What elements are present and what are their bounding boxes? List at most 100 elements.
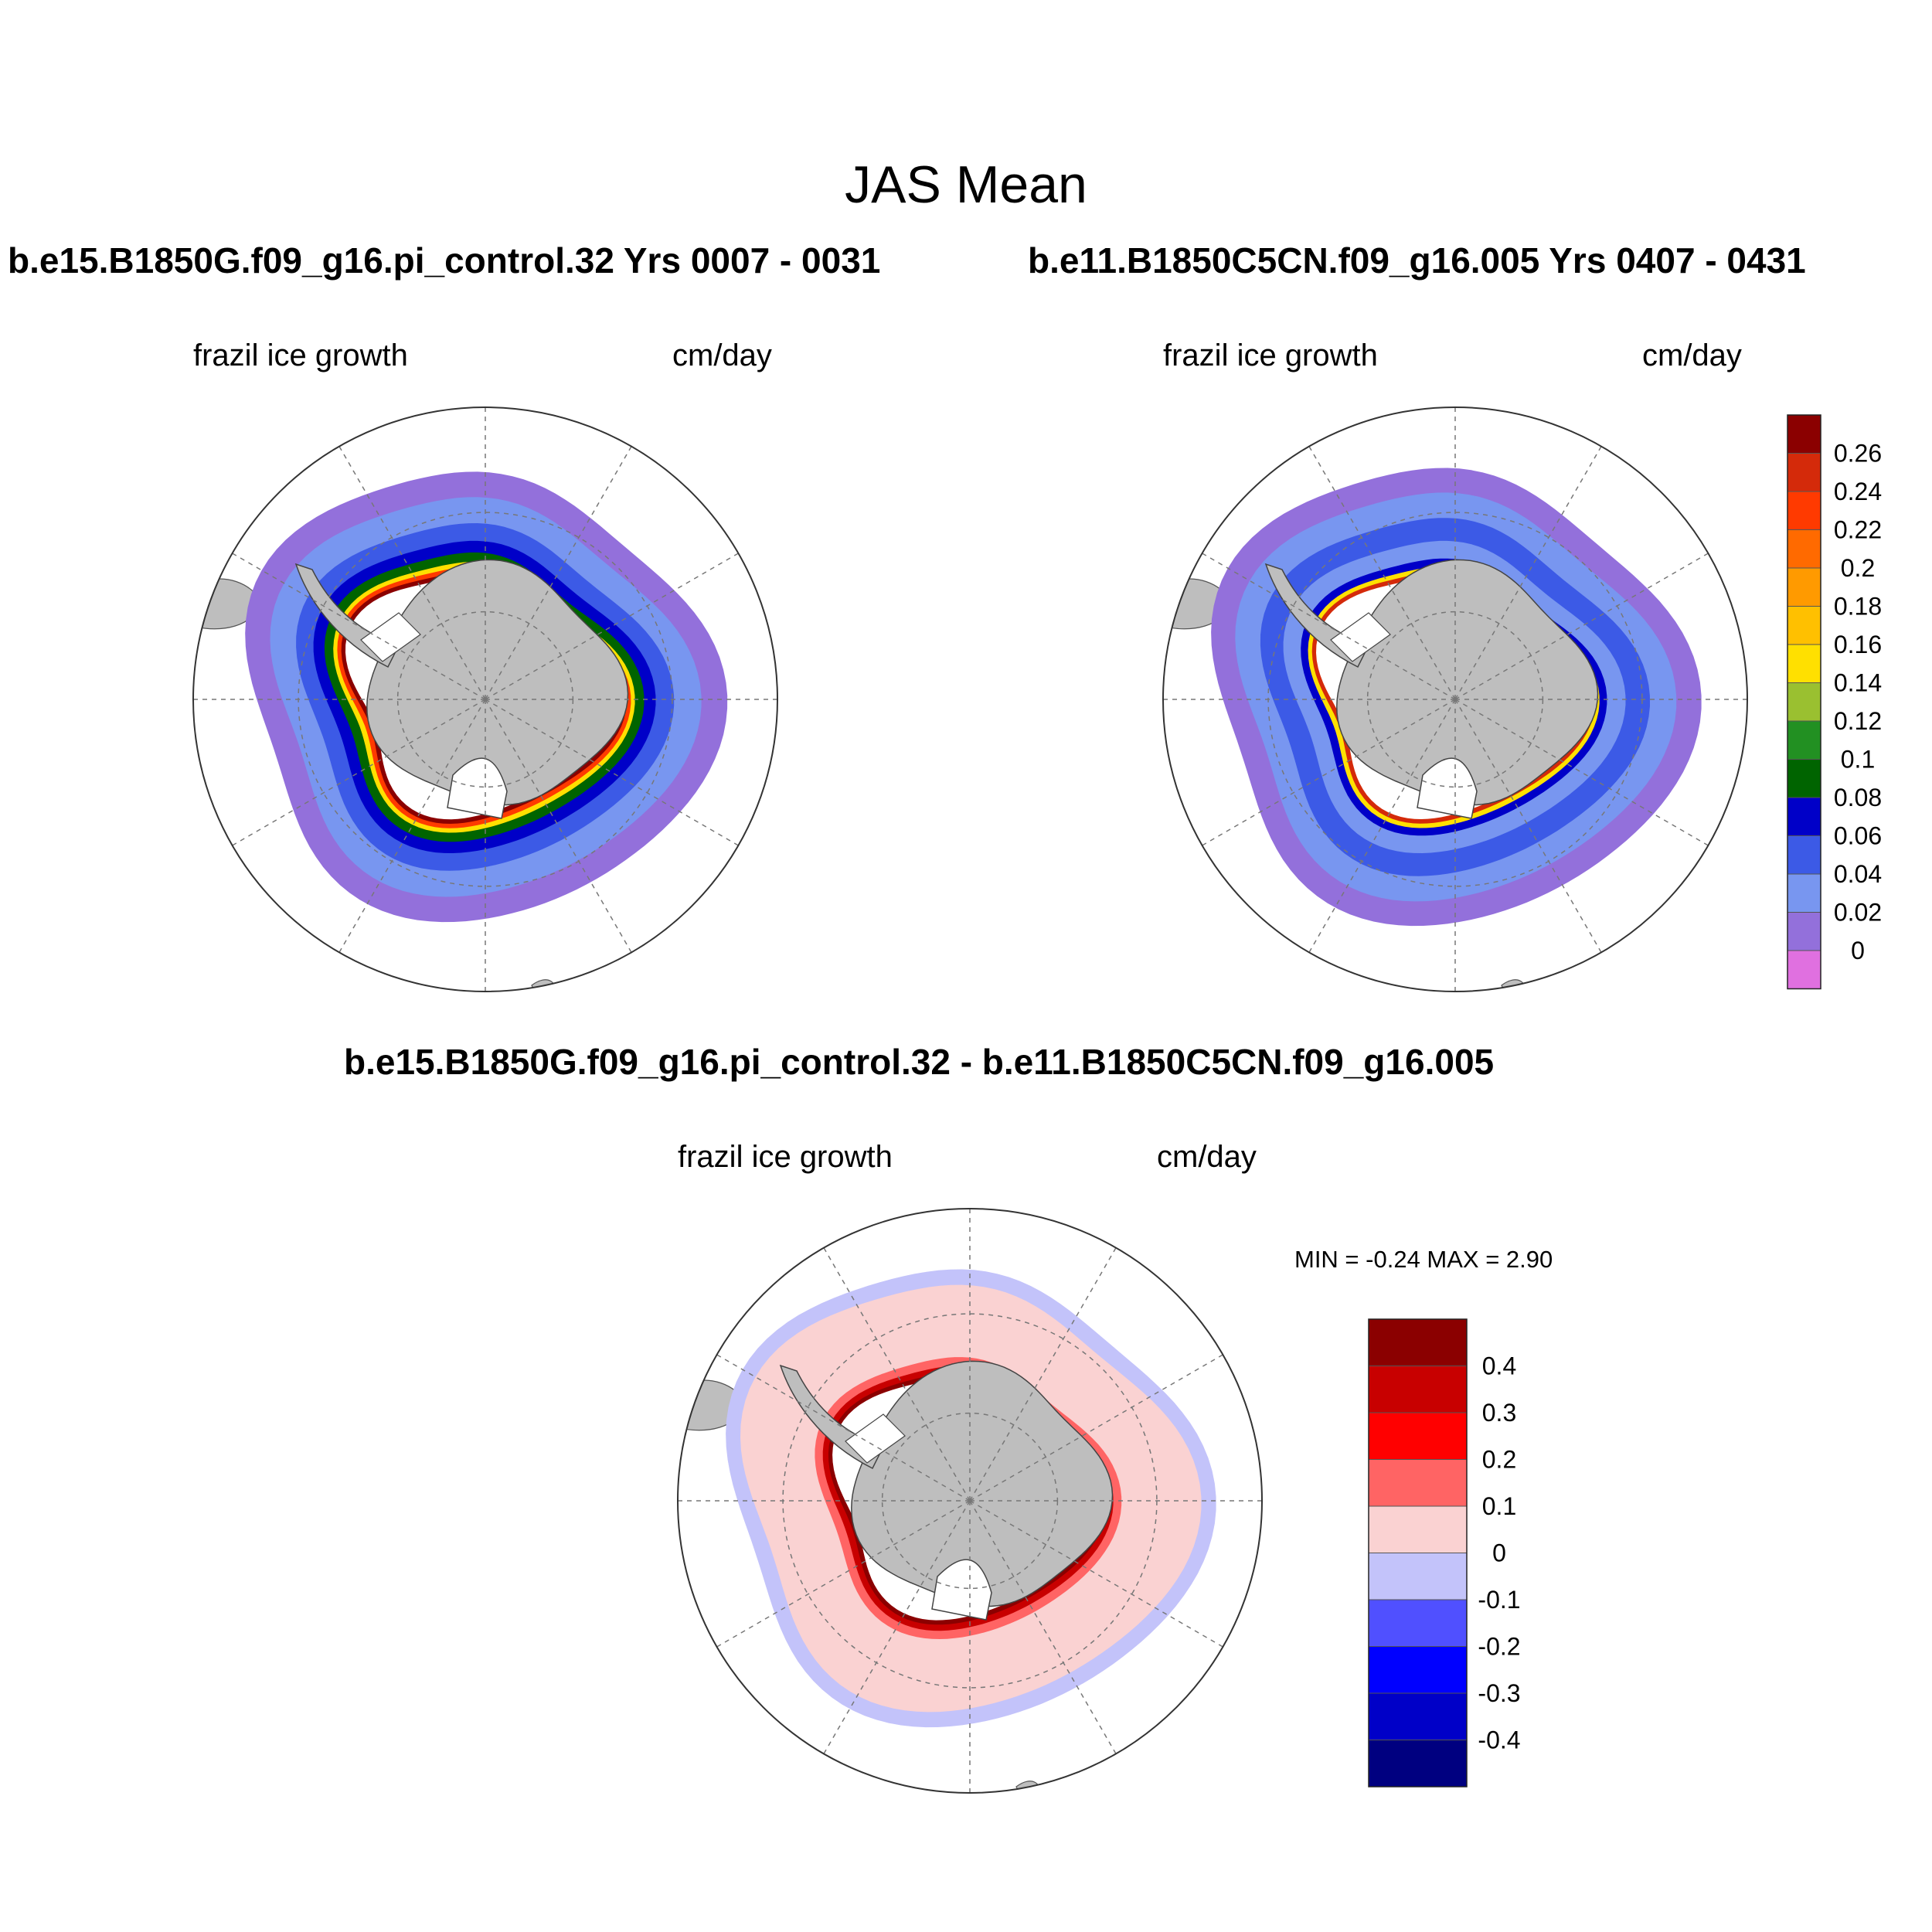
meridian-line xyxy=(969,1354,1223,1502)
ross-ice-shelf xyxy=(931,1559,992,1621)
colorbar-box xyxy=(1368,1740,1468,1787)
colorbar-box xyxy=(1787,644,1821,683)
map-boundary xyxy=(192,406,778,992)
colorbar-box xyxy=(1368,1318,1468,1366)
meridian-line xyxy=(1454,446,1602,700)
colorbar-box xyxy=(1787,720,1821,760)
colorbar-box xyxy=(1787,606,1821,645)
figure-title: JAS Mean xyxy=(845,155,1087,214)
meridian-line xyxy=(1454,699,1602,953)
panel-1-variable-label: frazil ice growth xyxy=(193,338,408,372)
colorbar-tick-label: 0.06 xyxy=(1834,822,1882,850)
colorbar-tick-label: 0.12 xyxy=(1834,707,1882,735)
colorbar-box xyxy=(1368,1599,1468,1647)
panel-2-units-label: cm/day xyxy=(1642,338,1742,372)
colorbar-tick-label: 0.22 xyxy=(1834,516,1882,544)
colorbar-frame xyxy=(1787,414,1821,990)
colorbar-main: 0.26 0.24 0.22 0.2 0.18 0.16 0.14 0.12 0.1 0.08 0.… xyxy=(1787,414,1882,990)
colorbar-box xyxy=(1787,491,1821,530)
colorbar-tick-label: -0.3 xyxy=(1478,1679,1520,1707)
colorbar-tick-label: -0.2 xyxy=(1478,1633,1520,1661)
meridian-line xyxy=(969,1247,1117,1502)
colorbar-box xyxy=(1368,1692,1468,1740)
map-boundary xyxy=(1162,406,1748,992)
colorbar-box xyxy=(1787,414,1821,454)
meridian-line xyxy=(969,1500,1223,1648)
meridian-line xyxy=(1202,699,1456,846)
colorbar-tick-label: 0.26 xyxy=(1834,440,1882,468)
colorbar-box xyxy=(1368,1505,1468,1553)
meridian-line xyxy=(1308,446,1456,700)
colorbar-tick-label: 0.1 xyxy=(1482,1492,1516,1520)
antarctica-landmass xyxy=(366,559,629,806)
ross-ice-shelf xyxy=(1417,757,1478,819)
colorbar-box xyxy=(1787,759,1821,798)
map-panel-2 xyxy=(1162,406,1748,992)
colorbar-box xyxy=(1787,567,1821,607)
colorbar-tick-label: 0.3 xyxy=(1482,1399,1516,1427)
colorbar-box xyxy=(1787,950,1821,989)
colorbar-box xyxy=(1787,682,1821,722)
panel-diff-variable-label: frazil ice growth xyxy=(678,1140,893,1174)
new-zealand-landmass xyxy=(1501,979,1526,992)
panel-diff-units-label: cm/day xyxy=(1157,1140,1257,1174)
meridian-line xyxy=(485,553,739,700)
colorbar-box xyxy=(1368,1412,1468,1460)
meridian-line xyxy=(338,699,486,953)
colorbar-box xyxy=(1787,453,1821,492)
meridian-line xyxy=(338,446,486,700)
panel-diff-min-max: MIN = -0.24 MAX = 2.90 xyxy=(1294,1246,1553,1273)
colorbar-tick-label: 0.08 xyxy=(1834,784,1882,811)
colorbar-tick-label: -0.1 xyxy=(1478,1586,1520,1614)
weddell-ice-shelf xyxy=(360,612,421,662)
panel-2-title: b.e11.B1850C5CN.f09_g16.005 Yrs 0407 - 0… xyxy=(1028,240,1806,281)
new-zealand-landmass xyxy=(531,979,556,992)
meridian-line xyxy=(969,1500,1117,1754)
colorbar-tick-label: 0.4 xyxy=(1482,1352,1516,1380)
colorbar-tick-label: 0.02 xyxy=(1834,899,1882,927)
colorbar-box xyxy=(1787,912,1821,951)
meridian-line xyxy=(485,699,632,953)
meridian-line xyxy=(823,1247,971,1502)
colorbar-tick-label: 0 xyxy=(1492,1539,1506,1567)
meridian-line xyxy=(1308,699,1456,953)
colorbar-tick-label: 0.24 xyxy=(1834,478,1882,505)
colorbar-tick-label: -0.4 xyxy=(1478,1726,1520,1754)
meridian-line xyxy=(823,1500,971,1754)
map-boundary xyxy=(677,1208,1263,1794)
meridian-line xyxy=(1454,553,1709,700)
colorbar-box xyxy=(1787,835,1821,875)
meridian-line xyxy=(1202,553,1456,700)
meridian-line xyxy=(485,446,632,700)
colorbar-tick-label: 0.1 xyxy=(1841,746,1875,774)
meridian-line xyxy=(1454,699,1709,846)
panel-1-units-label: cm/day xyxy=(672,338,772,372)
colorbar-diff: 0.4 0.3 0.2 0.1 0 -0.1 -0.2 -0.3 -0.4 xyxy=(1368,1318,1521,1787)
panel-1-title: b.e15.B1850G.f09_g16.pi_control.32 Yrs 0… xyxy=(8,240,881,281)
weddell-ice-shelf xyxy=(1330,612,1391,662)
weddell-ice-shelf xyxy=(845,1413,906,1464)
panel-diff-title: b.e15.B1850G.f09_g16.pi_control.32 - b.e… xyxy=(344,1042,1495,1082)
colorbar-box xyxy=(1787,873,1821,913)
colorbar-tick-label: 0 xyxy=(1851,937,1865,964)
colorbar-tick-label: 0.04 xyxy=(1834,860,1882,888)
colorbar-box xyxy=(1787,797,1821,836)
colorbar-box xyxy=(1368,1366,1468,1413)
map-panel-1 xyxy=(192,406,778,992)
colorbar-tick-label: 0.2 xyxy=(1482,1446,1516,1474)
colorbar-tick-label: 0.18 xyxy=(1834,593,1882,621)
colorbar-tick-label: 0.2 xyxy=(1841,554,1875,582)
ross-ice-shelf xyxy=(447,757,508,819)
map-panel-diff xyxy=(677,1208,1263,1794)
antarctica-landmass xyxy=(851,1360,1114,1607)
colorbar-tick-label: 0.14 xyxy=(1834,669,1882,697)
meridian-line xyxy=(232,553,486,700)
meridian-line xyxy=(232,699,486,846)
meridian-line xyxy=(716,1354,971,1502)
colorbar-tick-label: 0.16 xyxy=(1834,631,1882,658)
meridian-line xyxy=(485,699,739,846)
colorbar-box xyxy=(1368,1646,1468,1694)
antarctica-landmass xyxy=(1336,559,1599,806)
meridian-line xyxy=(716,1500,971,1648)
